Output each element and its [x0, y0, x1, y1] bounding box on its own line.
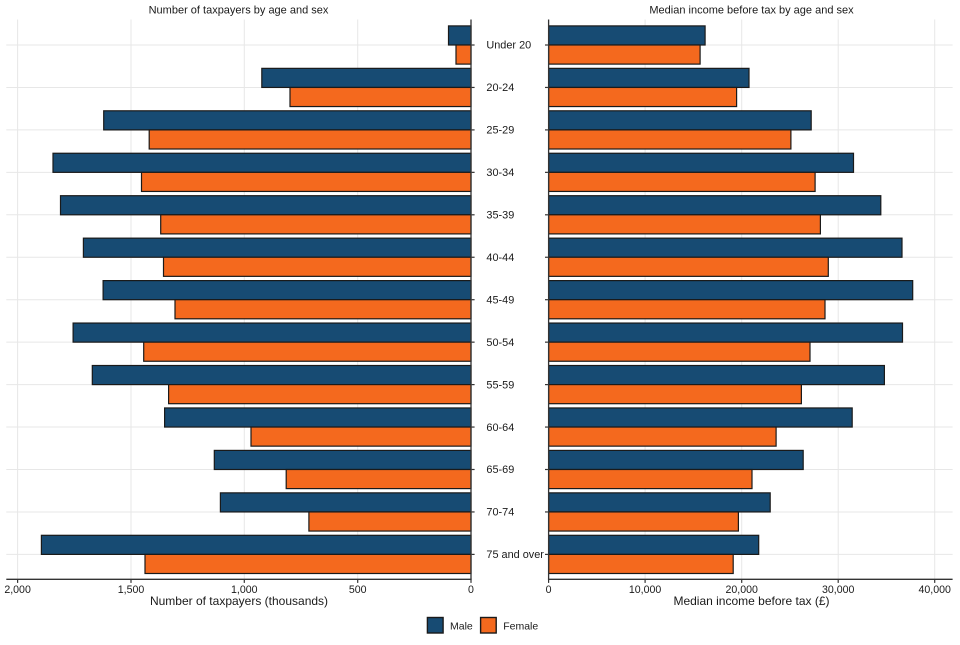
svg-text:40,000: 40,000: [918, 584, 951, 596]
svg-text:35-39: 35-39: [486, 210, 514, 222]
svg-text:60-64: 60-64: [486, 422, 514, 434]
svg-text:Male: Male: [450, 620, 473, 632]
svg-text:0: 0: [546, 584, 552, 596]
svg-text:75 and over: 75 and over: [486, 549, 544, 561]
svg-text:10,000: 10,000: [629, 584, 662, 596]
svg-text:55-59: 55-59: [486, 379, 514, 391]
svg-text:Median income before tax by ag: Median income before tax by age and sex: [649, 5, 854, 17]
svg-text:20-24: 20-24: [486, 82, 514, 94]
svg-text:2,000: 2,000: [4, 584, 31, 596]
svg-text:1,000: 1,000: [231, 584, 258, 596]
svg-text:30-34: 30-34: [486, 167, 514, 179]
svg-text:500: 500: [349, 584, 367, 596]
svg-text:1,500: 1,500: [118, 584, 145, 596]
svg-text:40-44: 40-44: [486, 252, 514, 264]
svg-text:Female: Female: [503, 620, 538, 632]
svg-text:0: 0: [468, 584, 474, 596]
svg-text:Under 20: Under 20: [486, 40, 531, 52]
svg-text:25-29: 25-29: [486, 125, 514, 137]
svg-text:45-49: 45-49: [486, 294, 514, 306]
svg-text:Median income before tax (£): Median income before tax (£): [673, 594, 829, 608]
svg-text:65-69: 65-69: [486, 464, 514, 476]
svg-text:30,000: 30,000: [822, 584, 855, 596]
svg-text:50-54: 50-54: [486, 337, 514, 349]
svg-text:Number of taxpayers (thousands: Number of taxpayers (thousands): [150, 594, 328, 608]
svg-text:20,000: 20,000: [725, 584, 758, 596]
svg-text:Number of taxpayers by age and: Number of taxpayers by age and sex: [149, 5, 329, 17]
svg-text:70-74: 70-74: [486, 507, 514, 519]
